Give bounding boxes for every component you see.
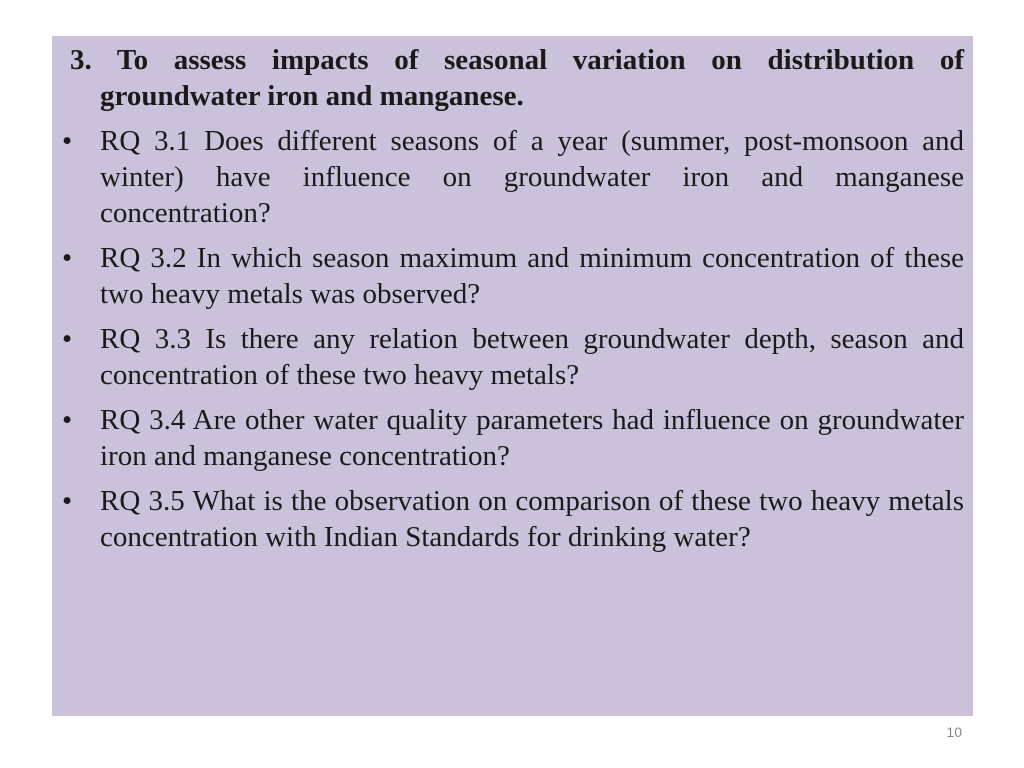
page-number: 10 [946, 724, 962, 740]
bullet-item: RQ 3.3 Is there any relation between gro… [62, 321, 964, 393]
bullet-item: RQ 3.5 What is the observation on compar… [62, 483, 964, 555]
content: 3. To assess impacts of seasonal variati… [62, 42, 964, 564]
bullet-item: RQ 3.1 Does different seasons of a year … [62, 123, 964, 231]
bullet-item: RQ 3.4 Are other water quality parameter… [62, 402, 964, 474]
bullet-item: RQ 3.2 In which season maximum and minim… [62, 240, 964, 312]
heading: 3. To assess impacts of seasonal variati… [70, 44, 964, 112]
bullet-list: RQ 3.1 Does different seasons of a year … [62, 123, 964, 555]
